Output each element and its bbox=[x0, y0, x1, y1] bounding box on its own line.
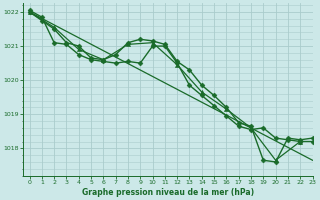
X-axis label: Graphe pression niveau de la mer (hPa): Graphe pression niveau de la mer (hPa) bbox=[82, 188, 254, 197]
